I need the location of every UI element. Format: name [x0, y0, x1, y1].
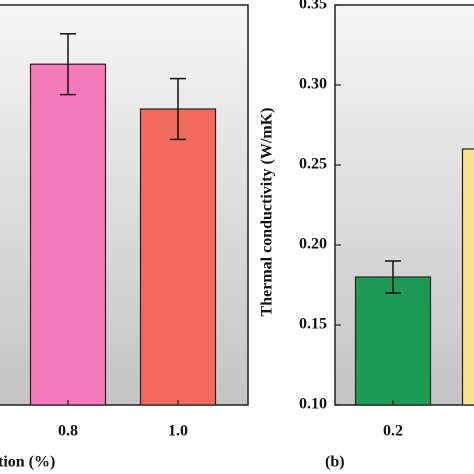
bar — [461, 148, 474, 406]
y-tick-label: 0.35 — [299, 0, 327, 13]
y-axis-label: Thermal conductivity (W/mK) — [259, 108, 276, 317]
x-axis-label: tion (%) — [0, 454, 55, 471]
bar — [29, 63, 107, 406]
panel-label: (b) — [325, 454, 345, 471]
x-tick-label: 0.8 — [58, 423, 78, 440]
y-tick-label: 0.15 — [299, 316, 327, 333]
bar — [139, 108, 217, 406]
bar — [354, 276, 432, 406]
y-tick-label: 0.10 — [299, 396, 327, 413]
y-tick-label: 0.30 — [299, 76, 327, 93]
y-tick-label: 0.20 — [299, 236, 327, 253]
y-tick-label: 0.25 — [299, 156, 327, 173]
x-tick-label: 1.0 — [168, 423, 188, 440]
x-tick-label: 0.2 — [383, 423, 403, 440]
